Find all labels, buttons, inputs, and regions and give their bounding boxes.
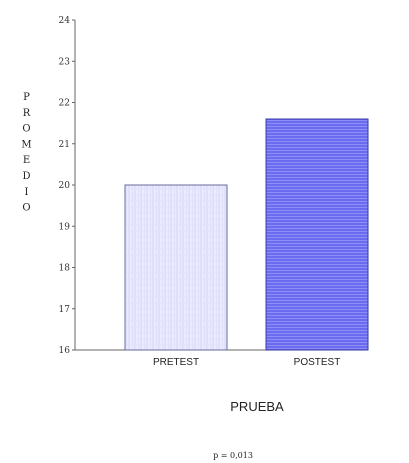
y-tick-label: 16 [59,346,71,356]
category-label-pretest: PRETEST [153,357,199,368]
p-value-note: p = 0,013 [213,451,253,460]
y-axis-label-letter: I [25,187,30,198]
category-label-postest: POSTEST [294,357,341,368]
bar-pretest [124,184,228,351]
y-axis-label-letter: O [22,124,31,135]
bar-postest [265,118,369,351]
y-tick-label: 21 [59,140,70,150]
bars [124,118,369,351]
y-axis-label-letter: E [23,155,31,166]
y-ticks: 16 17 18 19 20 21 22 23 24 [59,16,75,356]
y-axis-label-letter: D [22,171,31,182]
category-labels: PRETEST POSTEST [153,357,340,368]
y-axis-label-letter: O [22,203,31,214]
y-axis-label-letter: M [21,139,32,150]
y-tick-label: 19 [59,222,71,232]
y-tick-label: 20 [59,181,71,191]
y-axis-label-letter: P [23,92,31,103]
x-axis-label: PRUEBA [230,399,284,414]
y-tick-label: 22 [59,99,70,109]
y-axis-label-letter: R [23,108,32,119]
y-tick-label: 24 [59,16,71,26]
y-tick-label: 18 [59,264,71,274]
y-tick-label: 17 [59,305,71,315]
y-tick-label: 23 [59,57,71,67]
